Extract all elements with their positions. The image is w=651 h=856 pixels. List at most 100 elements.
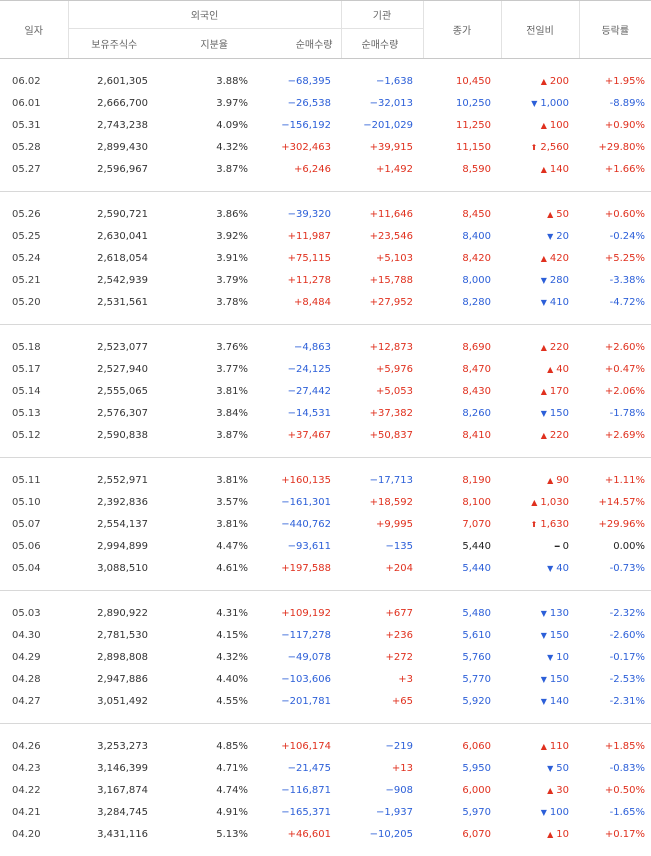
change-value: 10	[556, 829, 569, 840]
close-cell: 8,000	[423, 269, 501, 291]
change-value: 150	[550, 674, 569, 685]
rate-cell: +0.90%	[579, 114, 651, 136]
date-cell: 05.26	[0, 203, 68, 225]
change-cell: ▼280	[501, 269, 579, 291]
header-close: 종가	[423, 1, 501, 59]
change-cell: ▼50	[501, 757, 579, 779]
change-cell: ▲140	[501, 158, 579, 180]
holdings-cell: 2,781,530	[68, 624, 160, 646]
rate-cell: -3.38%	[579, 269, 651, 291]
triangle-down-icon: ▼	[541, 808, 547, 817]
triangle-down-icon: ▼	[541, 409, 547, 418]
change-value: 140	[550, 696, 569, 707]
rate-cell: -1.65%	[579, 801, 651, 823]
inst-net-cell: +23,546	[341, 225, 423, 247]
date-cell: 04.28	[0, 668, 68, 690]
foreign-net-cell: −49,078	[248, 646, 341, 668]
group-spacer	[0, 446, 651, 458]
share-cell: 4.74%	[160, 779, 248, 801]
inst-net-cell: +39,915	[341, 136, 423, 158]
share-cell: 3.86%	[160, 203, 248, 225]
share-cell: 4.71%	[160, 757, 248, 779]
change-cell: ▲420	[501, 247, 579, 269]
change-cell: ━0	[501, 535, 579, 557]
holdings-cell: 2,596,967	[68, 158, 160, 180]
date-cell: 05.04	[0, 557, 68, 579]
date-cell: 05.06	[0, 535, 68, 557]
date-cell: 05.21	[0, 269, 68, 291]
change-cell: ▼150	[501, 624, 579, 646]
holdings-cell: 2,618,054	[68, 247, 160, 269]
close-cell: 8,190	[423, 469, 501, 491]
triangle-up-icon: ▲	[541, 77, 547, 86]
change-value: 420	[550, 253, 569, 264]
inst-net-cell: +18,592	[341, 491, 423, 513]
group-spacer	[0, 313, 651, 325]
date-cell: 04.30	[0, 624, 68, 646]
foreign-net-cell: +302,463	[248, 136, 341, 158]
close-cell: 8,590	[423, 158, 501, 180]
share-cell: 4.15%	[160, 624, 248, 646]
inst-net-cell: −10,205	[341, 823, 423, 845]
date-cell: 05.20	[0, 291, 68, 313]
rate-cell: +2.06%	[579, 380, 651, 402]
rate-cell: -2.32%	[579, 602, 651, 624]
share-cell: 3.57%	[160, 491, 248, 513]
rate-cell: +1.66%	[579, 158, 651, 180]
holdings-cell: 2,994,899	[68, 535, 160, 557]
foreign-net-cell: +11,987	[248, 225, 341, 247]
inst-net-cell: +5,053	[341, 380, 423, 402]
close-cell: 8,420	[423, 247, 501, 269]
inst-net-cell: +236	[341, 624, 423, 646]
triangle-up-icon: ▲	[547, 476, 553, 485]
header-date: 일자	[0, 1, 68, 59]
change-value: 280	[550, 275, 569, 286]
change-cell: ▼40	[501, 557, 579, 579]
header-inst-net: 순매수량	[341, 29, 423, 59]
inst-net-cell: +272	[341, 646, 423, 668]
change-cell: ▲10	[501, 823, 579, 845]
change-cell: ▲220	[501, 424, 579, 446]
close-cell: 10,450	[423, 70, 501, 92]
close-cell: 5,610	[423, 624, 501, 646]
triangle-up-icon: ▲	[541, 343, 547, 352]
share-cell: 3.87%	[160, 424, 248, 446]
change-cell: ▼20	[501, 225, 579, 247]
triangle-up-icon: ▲	[531, 498, 537, 507]
inst-net-cell: +37,382	[341, 402, 423, 424]
date-cell: 05.11	[0, 469, 68, 491]
share-cell: 3.81%	[160, 469, 248, 491]
foreign-net-cell: −116,871	[248, 779, 341, 801]
holdings-cell: 2,601,305	[68, 70, 160, 92]
share-cell: 4.40%	[160, 668, 248, 690]
holdings-cell: 2,590,838	[68, 424, 160, 446]
date-cell: 04.27	[0, 690, 68, 712]
foreign-net-cell: −440,762	[248, 513, 341, 535]
rate-cell: -1.78%	[579, 402, 651, 424]
close-cell: 8,100	[423, 491, 501, 513]
rate-cell: -0.17%	[579, 646, 651, 668]
close-cell: 8,690	[423, 336, 501, 358]
foreign-net-cell: −27,442	[248, 380, 341, 402]
date-cell: 06.01	[0, 92, 68, 114]
change-value: 1,030	[540, 497, 569, 508]
close-cell: 5,440	[423, 557, 501, 579]
inst-net-cell: −908	[341, 779, 423, 801]
foreign-net-cell: −161,301	[248, 491, 341, 513]
change-value: 20	[556, 231, 569, 242]
foreign-net-cell: +160,135	[248, 469, 341, 491]
inst-net-cell: −219	[341, 735, 423, 757]
change-value: 220	[550, 342, 569, 353]
change-value: 110	[550, 741, 569, 752]
holdings-cell: 2,523,077	[68, 336, 160, 358]
change-cell: ▲170	[501, 380, 579, 402]
date-cell: 05.14	[0, 380, 68, 402]
close-cell: 8,260	[423, 402, 501, 424]
share-cell: 3.77%	[160, 358, 248, 380]
close-cell: 7,070	[423, 513, 501, 535]
